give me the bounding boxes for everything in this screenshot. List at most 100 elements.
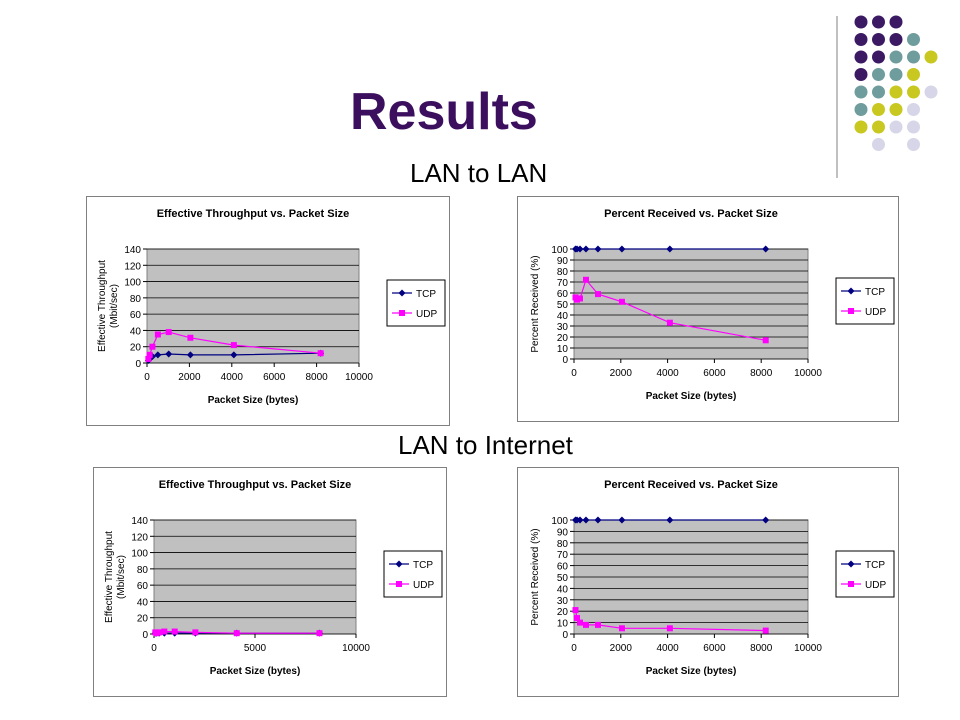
y-axis-label: Effective Throughput — [97, 260, 108, 352]
data-point-udp — [594, 291, 601, 298]
decorative-dot-grid — [836, 15, 938, 178]
data-point-udp — [576, 295, 583, 302]
y-tick-label: 100 — [131, 549, 148, 560]
y-tick-label: 120 — [124, 261, 141, 272]
data-point-udp — [316, 630, 323, 637]
legend-marker-udp — [848, 581, 854, 587]
legend-label: TCP — [865, 560, 885, 571]
data-point-udp — [230, 342, 237, 349]
x-tick-label: 0 — [571, 643, 577, 654]
data-point-udp — [317, 350, 324, 357]
data-point-udp — [161, 628, 168, 635]
data-point-udp — [573, 615, 580, 622]
x-tick-label: 8000 — [750, 368, 773, 379]
x-tick-label: 0 — [151, 643, 157, 654]
y-axis-label: (Mbit/sec) — [109, 284, 120, 328]
decorative-dot — [907, 68, 920, 81]
y-axis-label: (Mbit/sec) — [116, 555, 127, 599]
y-tick-label: 40 — [130, 326, 142, 337]
x-axis-label: Packet Size (bytes) — [646, 391, 737, 402]
decorative-dot — [889, 50, 903, 64]
data-point-udp — [666, 319, 673, 326]
legend-marker-tcp — [398, 289, 406, 297]
decorative-dot — [854, 50, 868, 64]
y-tick-label: 20 — [137, 614, 149, 625]
data-point-udp — [618, 625, 625, 632]
chart-internet-throughput: Effective Throughput vs. Packet Size 0 20 4… — [93, 467, 447, 697]
y-tick-label: 0 — [142, 630, 148, 641]
decorative-dot — [872, 120, 885, 134]
decorative-dot — [872, 103, 885, 116]
decorative-dot — [889, 103, 903, 116]
data-point-tcp — [186, 351, 194, 359]
legend-marker-udp — [399, 310, 405, 316]
data-point-tcp — [594, 245, 602, 253]
y-tick-label: 80 — [557, 539, 569, 550]
legend-box — [386, 279, 446, 327]
data-point-udp — [618, 298, 625, 305]
section-label-lan-to-lan: LAN to LAN — [410, 158, 548, 188]
y-tick-label: 30 — [557, 322, 569, 333]
x-tick-label: 2000 — [610, 368, 633, 379]
section-label-lan-to-internet: LAN to Internet — [398, 430, 573, 460]
data-point-udp — [594, 621, 601, 628]
legend-marker-tcp — [847, 560, 855, 568]
plot-area — [146, 248, 360, 364]
y-tick-label: 60 — [557, 562, 569, 573]
decorative-dot — [872, 138, 885, 151]
data-point-udp — [192, 629, 199, 636]
y-tick-label: 20 — [557, 333, 569, 344]
plot-area — [153, 519, 357, 635]
x-tick-label: 4000 — [656, 643, 679, 654]
y-tick-label: 10 — [557, 344, 569, 355]
y-tick-label: 30 — [557, 596, 569, 607]
y-tick-label: 20 — [130, 343, 142, 354]
data-point-tcp — [165, 350, 173, 358]
chart-lan-percent-received: Percent Received vs. Packet Size 0 10 20 30 4… — [517, 196, 899, 422]
decorative-dot — [854, 15, 868, 29]
decorative-dot — [907, 138, 920, 151]
y-tick-label: 90 — [557, 527, 569, 538]
decorative-dot — [854, 33, 868, 46]
legend-marker-udp — [848, 308, 854, 314]
x-axis-label: Packet Size (bytes) — [210, 666, 301, 677]
legend-marker-tcp — [395, 560, 403, 568]
decorative-dot — [907, 120, 920, 134]
y-tick-label: 140 — [131, 516, 148, 527]
y-tick-label: 40 — [557, 584, 569, 595]
data-point-udp — [582, 276, 589, 283]
data-point-tcp — [762, 245, 770, 253]
y-tick-label: 60 — [130, 310, 142, 321]
data-point-tcp — [230, 351, 238, 359]
y-tick-label: 100 — [124, 278, 141, 289]
decorative-dot — [889, 85, 903, 99]
y-tick-label: 100 — [551, 516, 568, 527]
legend-label: TCP — [416, 289, 436, 300]
legend-label: UDP — [865, 580, 886, 591]
x-axis-label: Packet Size (bytes) — [646, 666, 737, 677]
data-point-tcp — [594, 516, 602, 524]
x-tick-label: 5000 — [244, 643, 267, 654]
data-point-udp — [187, 334, 194, 341]
x-tick-label: 10000 — [794, 368, 822, 379]
legend-box — [835, 277, 895, 325]
y-tick-label: 80 — [137, 565, 149, 576]
chart-title: Effective Throughput vs. Packet Size — [157, 208, 350, 220]
data-point-tcp — [618, 245, 626, 253]
legend-label: UDP — [416, 309, 437, 320]
data-point-tcp — [576, 516, 584, 524]
decorative-dot — [924, 85, 938, 99]
chart-lan-throughput: Effective Throughput vs. Packet Size 0 20 4… — [86, 196, 450, 426]
data-point-udp — [762, 627, 769, 634]
decorative-dot — [872, 85, 885, 99]
decorative-dot — [872, 50, 885, 64]
y-tick-label: 50 — [557, 573, 569, 584]
x-tick-label: 0 — [144, 372, 150, 383]
data-point-udp — [572, 607, 579, 614]
y-tick-label: 60 — [557, 289, 569, 300]
x-tick-label: 0 — [571, 368, 577, 379]
decorative-dot — [889, 68, 903, 81]
y-axis-label: Effective Throughput — [104, 531, 115, 623]
y-tick-label: 70 — [557, 550, 569, 561]
y-tick-label: 60 — [137, 581, 149, 592]
